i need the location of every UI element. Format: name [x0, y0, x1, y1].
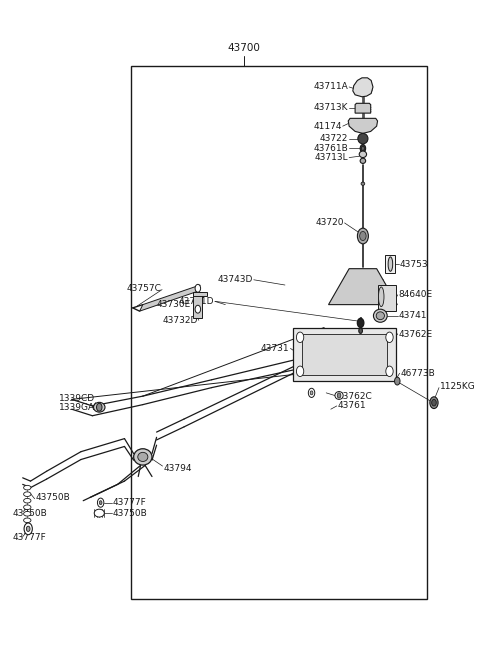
Text: 43794: 43794: [164, 464, 192, 472]
Text: 43777F: 43777F: [12, 533, 46, 542]
Ellipse shape: [24, 492, 31, 496]
Bar: [132, 66, 427, 599]
Circle shape: [386, 366, 393, 377]
Polygon shape: [353, 78, 373, 97]
Text: 43762E: 43762E: [398, 329, 432, 339]
Circle shape: [97, 498, 104, 507]
Ellipse shape: [379, 287, 384, 307]
Circle shape: [195, 284, 201, 292]
Bar: [385, 255, 396, 273]
Text: 41174: 41174: [313, 122, 342, 131]
Polygon shape: [328, 269, 397, 305]
Circle shape: [359, 328, 362, 333]
Circle shape: [195, 305, 201, 313]
Text: 43711A: 43711A: [313, 83, 348, 92]
Circle shape: [361, 147, 364, 151]
Circle shape: [24, 523, 32, 534]
Ellipse shape: [94, 509, 104, 517]
Text: 43713K: 43713K: [314, 103, 348, 113]
Circle shape: [337, 393, 341, 398]
Circle shape: [432, 400, 436, 406]
Ellipse shape: [133, 449, 152, 465]
Circle shape: [26, 526, 30, 531]
Ellipse shape: [24, 498, 31, 503]
Text: 43750B: 43750B: [113, 509, 148, 517]
Text: 43713L: 43713L: [314, 153, 348, 162]
Circle shape: [297, 332, 304, 343]
Text: 43761: 43761: [338, 402, 366, 411]
Text: 46773B: 46773B: [400, 369, 435, 378]
Circle shape: [430, 397, 438, 409]
Ellipse shape: [359, 151, 367, 158]
Bar: [193, 291, 203, 318]
Text: 43750B: 43750B: [36, 493, 70, 502]
Text: 43700: 43700: [227, 43, 260, 53]
Ellipse shape: [373, 309, 387, 322]
Text: 84640E: 84640E: [398, 290, 432, 299]
Polygon shape: [355, 103, 371, 113]
Circle shape: [386, 332, 393, 343]
Text: 43732D: 43732D: [162, 316, 198, 326]
Circle shape: [96, 403, 102, 411]
Text: 43731: 43731: [261, 344, 289, 353]
Text: 43743D: 43743D: [217, 275, 253, 284]
Bar: [193, 291, 207, 296]
Text: 43777F: 43777F: [113, 498, 147, 507]
Bar: [293, 328, 396, 381]
Circle shape: [297, 366, 304, 377]
Circle shape: [358, 228, 368, 244]
Circle shape: [360, 145, 366, 153]
Text: 1339GA: 1339GA: [59, 403, 95, 412]
Ellipse shape: [94, 402, 105, 412]
Ellipse shape: [138, 453, 148, 462]
Text: 43761B: 43761B: [313, 144, 348, 153]
Ellipse shape: [361, 182, 365, 185]
Text: 43722: 43722: [320, 134, 348, 143]
Bar: [302, 334, 387, 375]
Polygon shape: [348, 119, 378, 134]
Ellipse shape: [358, 134, 368, 144]
Text: 43741: 43741: [398, 311, 427, 320]
Ellipse shape: [24, 512, 31, 516]
Text: 1125KG: 1125KG: [440, 382, 476, 391]
Ellipse shape: [360, 159, 366, 164]
Text: 43761D: 43761D: [179, 297, 214, 306]
Ellipse shape: [335, 392, 343, 400]
Circle shape: [358, 318, 364, 328]
Ellipse shape: [24, 518, 31, 523]
Polygon shape: [140, 285, 200, 311]
Circle shape: [99, 500, 102, 504]
Circle shape: [308, 388, 315, 398]
Text: 43720: 43720: [315, 218, 344, 227]
Text: 43762C: 43762C: [338, 392, 372, 401]
Circle shape: [360, 231, 366, 240]
Ellipse shape: [376, 312, 384, 320]
Circle shape: [310, 391, 313, 395]
Text: 43757C: 43757C: [126, 284, 161, 293]
Bar: [378, 285, 396, 311]
Text: 43730E: 43730E: [156, 300, 191, 309]
Text: 43753: 43753: [399, 259, 428, 269]
Ellipse shape: [24, 485, 31, 490]
Ellipse shape: [388, 257, 393, 271]
Ellipse shape: [24, 505, 31, 510]
Text: 1339CD: 1339CD: [59, 394, 95, 403]
Text: 43750B: 43750B: [12, 510, 47, 518]
Circle shape: [395, 377, 400, 385]
